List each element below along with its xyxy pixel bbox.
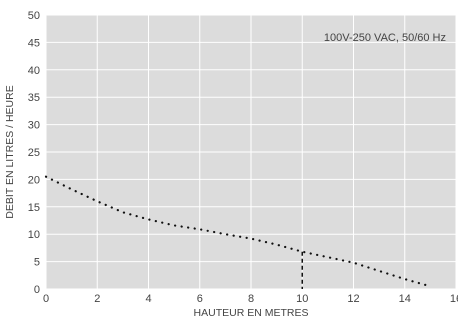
voltage-annotation: 100V-250 VAC, 50/60 Hz (324, 32, 446, 44)
y-tick-label: 5 (34, 257, 40, 269)
x-tick-label: 2 (94, 293, 100, 305)
x-tick-label: 10 (296, 293, 308, 305)
y-tick-label: 10 (28, 229, 40, 241)
y-tick-label: 45 (28, 37, 40, 49)
y-tick-label: 35 (28, 92, 40, 104)
x-tick-labels: 0 2 4 6 8 10 12 14 16 (43, 293, 458, 305)
x-tick-label: 0 (43, 293, 49, 305)
y-tick-label: 20 (28, 174, 40, 186)
y-tick-label: 25 (28, 147, 40, 159)
y-tick-label: 50 (28, 10, 40, 22)
grid-lines (45, 14, 457, 290)
y-axis-label: DEBIT EN LITRES / HEURE (4, 85, 16, 218)
x-axis-label: HAUTEUR EN METRES (194, 307, 309, 319)
y-tick-label: 30 (28, 120, 40, 132)
y-tick-label: 15 (28, 202, 40, 214)
x-tick-label: 16 (450, 293, 458, 305)
x-tick-label: 4 (145, 293, 151, 305)
y-tick-label: 40 (28, 65, 40, 77)
x-tick-label: 12 (347, 293, 359, 305)
x-tick-label: 14 (399, 293, 411, 305)
y-tick-labels: 0 5 10 15 20 25 30 35 40 45 50 (28, 10, 40, 296)
x-tick-label: 8 (248, 293, 254, 305)
x-tick-label: 6 (197, 293, 203, 305)
y-tick-label: 0 (34, 284, 40, 296)
